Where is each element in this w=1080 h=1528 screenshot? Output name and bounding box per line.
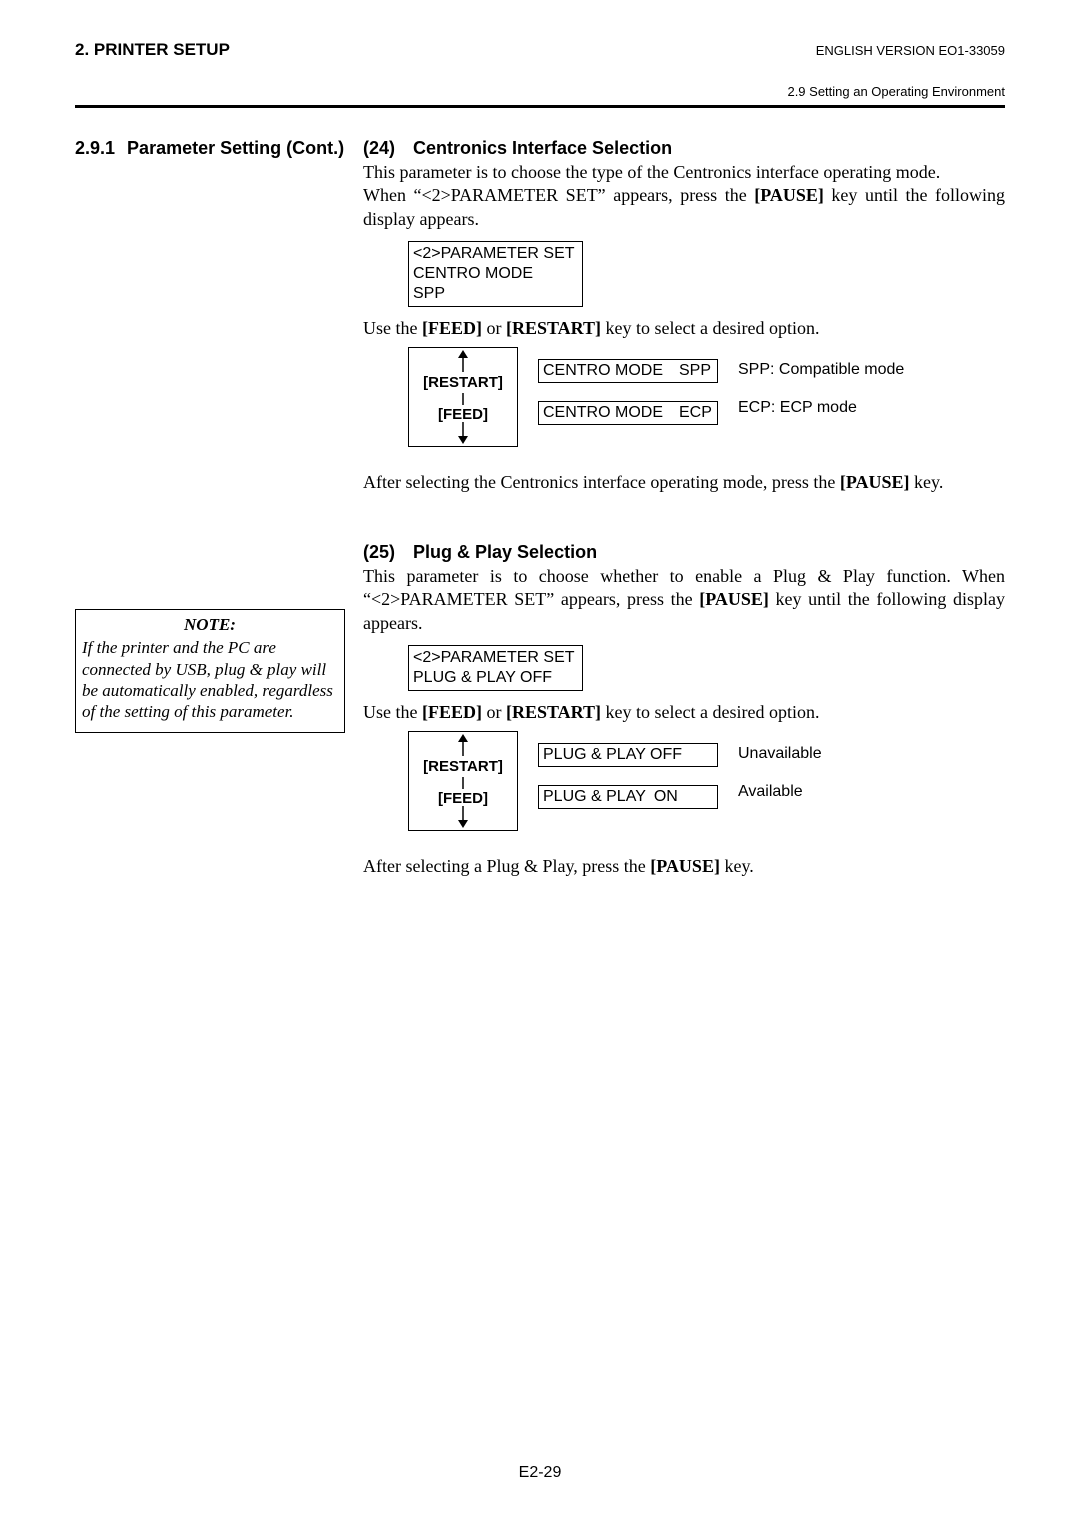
feed-label: [FEED] bbox=[409, 790, 517, 807]
pause-key: [PAUSE] bbox=[840, 472, 910, 492]
left-column: 2.9.1 Parameter Setting (Cont.) NOTE: If… bbox=[75, 138, 345, 878]
s24-descriptions: SPP: Compatible mode ECP: ECP mode bbox=[738, 347, 904, 417]
s25-selector: [RESTART] [FEED] PLUG & PLAY OFF PLUG & … bbox=[408, 731, 1005, 831]
header-left: 2. PRINTER SETUP bbox=[75, 40, 230, 60]
s25-options: PLUG & PLAY OFF PLUG & PLAY ON bbox=[538, 731, 718, 809]
lcd-line1: <2>PARAMETER SET bbox=[413, 648, 578, 668]
page-header: 2. PRINTER SETUP ENGLISH VERSION EO1-330… bbox=[75, 40, 1005, 60]
right-column: (24) Centronics Interface Selection This… bbox=[363, 138, 1005, 878]
up-arrow-icon bbox=[457, 734, 469, 756]
s25-descriptions: Unavailable Available bbox=[738, 731, 822, 801]
pause-key: [PAUSE] bbox=[650, 856, 720, 876]
restart-label: [RESTART] bbox=[409, 374, 517, 391]
s24-use: Use the [FEED] or [RESTART] key to selec… bbox=[363, 317, 1005, 340]
s24-p2: When “<2>PARAMETER SET” appears, press t… bbox=[363, 184, 1005, 231]
option-desc: ECP: ECP mode bbox=[738, 397, 904, 417]
option-box: PLUG & PLAY ON bbox=[538, 785, 718, 809]
down-arrow-icon bbox=[457, 422, 469, 444]
s24-p1: This parameter is to choose the type of … bbox=[363, 161, 1005, 184]
s25-p1: This parameter is to choose whether to e… bbox=[363, 565, 1005, 635]
mid-line-icon bbox=[457, 777, 469, 789]
key-indicator: [RESTART] [FEED] bbox=[408, 347, 518, 447]
option-desc: Unavailable bbox=[738, 743, 822, 763]
header-rule bbox=[75, 105, 1005, 108]
s24-lcd: <2>PARAMETER SET CENTRO MODE SPP bbox=[408, 241, 583, 307]
feed-key: [FEED] bbox=[422, 318, 482, 338]
s25-lcd: <2>PARAMETER SET PLUG & PLAY OFF bbox=[408, 645, 583, 691]
key-indicator: [RESTART] [FEED] bbox=[408, 731, 518, 831]
restart-key: [RESTART] bbox=[506, 702, 601, 722]
restart-key: [RESTART] bbox=[506, 318, 601, 338]
note-title: NOTE: bbox=[82, 614, 338, 635]
lcd-line2: CENTRO MODE SPP bbox=[413, 264, 578, 304]
option-box: PLUG & PLAY OFF bbox=[538, 743, 718, 767]
section-number: 2.9.1 bbox=[75, 138, 115, 159]
header-sub: 2.9 Setting an Operating Environment bbox=[75, 84, 1005, 99]
pause-key: [PAUSE] bbox=[754, 185, 824, 205]
option-box: CENTRO MODE SPP bbox=[538, 359, 718, 383]
up-arrow-icon bbox=[457, 350, 469, 372]
pause-key: [PAUSE] bbox=[699, 589, 769, 609]
note-box: NOTE: If the printer and the PC are conn… bbox=[75, 609, 345, 733]
body-columns: 2.9.1 Parameter Setting (Cont.) NOTE: If… bbox=[75, 138, 1005, 878]
section-heading: 2.9.1 Parameter Setting (Cont.) bbox=[75, 138, 345, 159]
down-arrow-icon bbox=[457, 806, 469, 828]
page-number: E2-29 bbox=[0, 1464, 1080, 1482]
feed-key: [FEED] bbox=[422, 702, 482, 722]
option-desc: SPP: Compatible mode bbox=[738, 359, 904, 379]
s24-options: CENTRO MODE SPP CENTRO MODE ECP bbox=[538, 347, 718, 425]
s24-heading: (24) Centronics Interface Selection bbox=[363, 138, 1005, 159]
lcd-line2: PLUG & PLAY OFF bbox=[413, 668, 578, 688]
s25-after: After selecting a Plug & Play, press the… bbox=[363, 855, 1005, 878]
mid-line-icon bbox=[457, 393, 469, 405]
note-body: If the printer and the PC are connected … bbox=[82, 637, 338, 722]
s24-after: After selecting the Centronics interface… bbox=[363, 471, 1005, 494]
feed-label: [FEED] bbox=[409, 406, 517, 423]
s25-use: Use the [FEED] or [RESTART] key to selec… bbox=[363, 701, 1005, 724]
lcd-line1: <2>PARAMETER SET bbox=[413, 244, 578, 264]
section-title: Parameter Setting (Cont.) bbox=[127, 138, 344, 159]
option-box: CENTRO MODE ECP bbox=[538, 401, 718, 425]
header-right: ENGLISH VERSION EO1-33059 bbox=[816, 43, 1005, 58]
s25-heading: (25) Plug & Play Selection bbox=[363, 542, 1005, 563]
restart-label: [RESTART] bbox=[409, 758, 517, 775]
s24-selector: [RESTART] [FEED] CENTRO MODE SPP CENTRO … bbox=[408, 347, 1005, 447]
option-desc: Available bbox=[738, 781, 822, 801]
